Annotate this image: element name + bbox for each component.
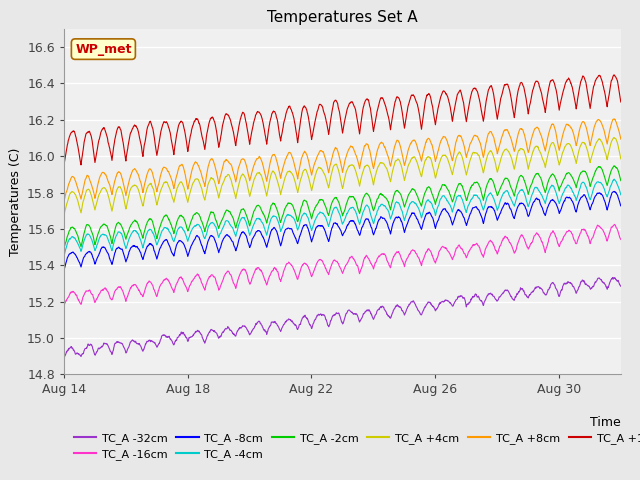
Line: TC_A -32cm: TC_A -32cm [64,277,621,359]
TC_A -8cm [60,267,68,273]
TC_A -32cm [617,283,625,289]
Line: TC_A +4cm: TC_A +4cm [64,138,621,215]
TC_A -4cm [611,176,618,182]
Line: TC_A -2cm: TC_A -2cm [64,166,621,248]
Y-axis label: Temperatures (C): Temperatures (C) [8,147,22,256]
TC_A -16cm [268,268,276,274]
TC_A -16cm [60,302,68,308]
TC_A -8cm [287,226,295,232]
TC_A +4cm [440,153,448,158]
TC_A -32cm [60,356,68,361]
TC_A -8cm [610,189,618,194]
TC_A -2cm [440,182,448,188]
TC_A -4cm [617,192,625,198]
Text: Time: Time [590,416,621,429]
TC_A +12cm [611,72,618,78]
Text: WP_met: WP_met [75,43,132,56]
TC_A -8cm [290,232,298,238]
TC_A +8cm [290,160,298,166]
TC_A -16cm [287,262,295,268]
TC_A -32cm [92,351,100,357]
Line: TC_A +12cm: TC_A +12cm [64,75,621,165]
TC_A +8cm [179,163,187,169]
TC_A -4cm [290,216,298,222]
TC_A -16cm [611,221,618,227]
TC_A +12cm [440,88,448,94]
TC_A +8cm [611,116,618,122]
TC_A -2cm [290,206,298,212]
TC_A -4cm [179,227,187,232]
TC_A -2cm [617,178,625,183]
TC_A +4cm [92,203,100,209]
TC_A +12cm [60,162,68,168]
TC_A -16cm [179,277,187,283]
TC_A +8cm [92,192,100,197]
TC_A -8cm [179,240,187,246]
TC_A -16cm [92,298,100,303]
TC_A -8cm [440,206,448,212]
TC_A -4cm [287,213,295,219]
TC_A -32cm [609,275,616,280]
Line: TC_A -4cm: TC_A -4cm [64,179,621,255]
Line: TC_A -16cm: TC_A -16cm [64,224,621,305]
TC_A -32cm [440,299,448,304]
TC_A -32cm [179,329,187,335]
TC_A -32cm [287,318,295,324]
TC_A +12cm [77,162,85,168]
Line: TC_A +8cm: TC_A +8cm [64,119,621,201]
TC_A -2cm [268,201,276,207]
TC_A +8cm [60,198,68,204]
Legend: TC_A -32cm, TC_A -16cm, TC_A -8cm, TC_A -4cm, TC_A -2cm, TC_A +4cm, TC_A +8cm, T: TC_A -32cm, TC_A -16cm, TC_A -8cm, TC_A … [70,428,640,465]
Line: TC_A -8cm: TC_A -8cm [64,192,621,270]
TC_A +8cm [440,134,448,140]
TC_A +4cm [60,212,68,218]
TC_A +4cm [268,168,276,174]
TC_A +12cm [291,118,298,123]
TC_A -4cm [268,214,276,220]
TC_A +4cm [287,170,295,176]
TC_A -2cm [92,239,100,244]
TC_A -8cm [617,203,625,209]
TC_A +8cm [287,152,295,157]
TC_A +4cm [610,135,618,141]
TC_A +4cm [290,175,298,181]
TC_A -2cm [179,214,187,220]
TC_A -16cm [440,245,448,251]
TC_A +12cm [287,107,295,113]
TC_A +12cm [269,109,276,115]
TC_A +8cm [617,136,625,142]
TC_A -32cm [268,319,276,325]
TC_A -8cm [268,227,276,233]
TC_A -4cm [440,193,448,199]
TC_A -16cm [290,267,298,273]
Title: Temperatures Set A: Temperatures Set A [267,10,418,25]
TC_A -16cm [617,237,625,242]
TC_A +12cm [617,99,625,105]
TC_A +12cm [92,153,100,159]
TC_A -2cm [610,163,618,169]
TC_A -4cm [60,252,68,258]
TC_A -8cm [92,259,100,264]
TC_A -2cm [60,245,68,251]
TC_A -4cm [92,245,100,251]
TC_A +12cm [179,121,187,127]
TC_A +8cm [268,153,276,158]
TC_A -32cm [290,321,298,326]
TC_A +4cm [179,182,187,188]
TC_A -2cm [287,201,295,207]
TC_A +4cm [617,156,625,162]
